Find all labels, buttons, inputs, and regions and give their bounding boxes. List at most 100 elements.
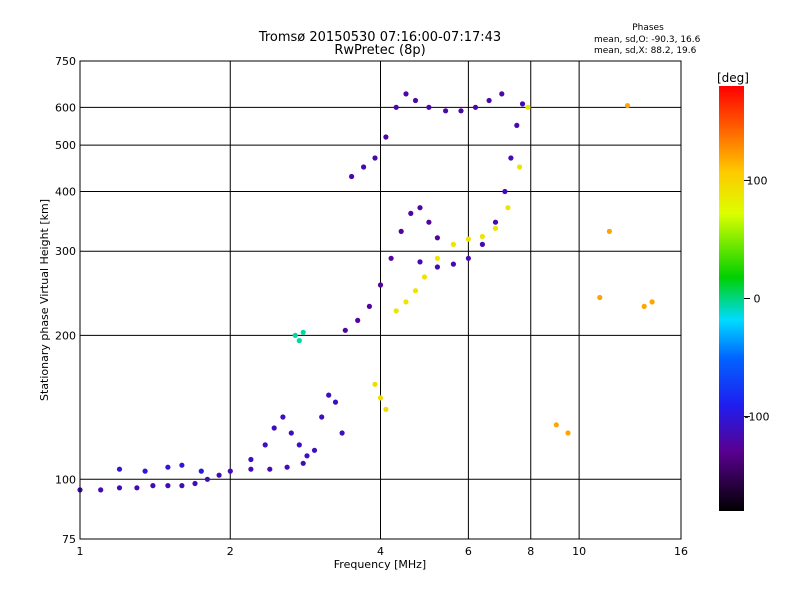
- data-point: [499, 91, 505, 97]
- y-axis-label: Stationary phase Virtual Height [km]: [38, 199, 51, 401]
- y-axis-ticks: 75 100 200 300 400 500 600 750: [55, 55, 76, 546]
- data-point: [597, 294, 603, 301]
- data-point: [216, 472, 222, 478]
- data-point: [505, 205, 511, 211]
- plot-frame: [79, 60, 682, 540]
- data-point: [465, 236, 471, 242]
- y-tick-label: 600: [55, 101, 76, 114]
- data-point: [377, 395, 384, 401]
- data-point: [393, 104, 399, 110]
- data-point: [288, 430, 294, 436]
- stats-o-mode: mean, sd,O: -90.3, 16.6: [594, 35, 701, 45]
- data-point: [98, 487, 104, 493]
- data-point: [339, 430, 345, 436]
- data-point: [116, 485, 123, 491]
- chart-subtitle: RwPretec (8p): [334, 43, 425, 58]
- y-tick-label: 300: [55, 245, 76, 258]
- data-point: [519, 101, 526, 107]
- data-point: [458, 108, 464, 114]
- data-point: [508, 155, 514, 161]
- data-point: [332, 399, 339, 405]
- data-point: [204, 476, 210, 482]
- data-point: [398, 228, 404, 234]
- data-point: [179, 483, 185, 489]
- data-point: [465, 255, 471, 261]
- data-point: [553, 422, 559, 428]
- data-point: [417, 205, 423, 211]
- data-point: [450, 241, 456, 247]
- data-point: [326, 392, 332, 398]
- data-point: [479, 241, 485, 247]
- grid-lines: [80, 61, 681, 539]
- y-tick-label: 750: [55, 55, 76, 68]
- data-point: [248, 466, 254, 472]
- x-tick-label: 16: [674, 545, 688, 558]
- series-e-layer-cusp: [248, 414, 310, 463]
- data-point: [525, 104, 531, 110]
- data-point: [649, 299, 655, 305]
- series-scattered-outliers: [553, 103, 655, 436]
- data-point: [412, 288, 419, 294]
- data-point: [472, 104, 479, 110]
- chart-title: Tromsø 20150530 07:16:00-07:17:43: [258, 30, 501, 45]
- data-point: [267, 466, 273, 472]
- data-point: [443, 108, 449, 114]
- series-x-mode-e-returns: [372, 381, 389, 412]
- data-point: [383, 406, 389, 412]
- series-e-region-spread: [311, 392, 345, 453]
- data-point: [366, 303, 372, 309]
- data-point: [606, 228, 613, 234]
- colorbar-tick-label: 0: [754, 293, 761, 306]
- data-point: [142, 468, 148, 474]
- data-point: [349, 173, 355, 180]
- x-tick-label: 1: [77, 545, 84, 558]
- x-tick-label: 2: [227, 545, 234, 558]
- stats-x-mode: mean, sd,X: 88.2, 19.6: [594, 46, 697, 56]
- x-tick-label: 8: [527, 545, 534, 558]
- data-point: [434, 235, 440, 241]
- x-tick-label: 6: [465, 545, 472, 558]
- data-point: [624, 103, 631, 109]
- data-point: [271, 425, 277, 431]
- data-point: [262, 442, 268, 448]
- series-ground-e-region-trace: [77, 460, 306, 493]
- x-tick-label: 10: [572, 545, 586, 558]
- data-point: [486, 97, 492, 104]
- data-point: [311, 447, 318, 453]
- data-point: [361, 164, 367, 170]
- colorbar-ticks: 100 0 -100: [744, 174, 769, 424]
- data-point: [296, 442, 302, 448]
- data-point: [426, 219, 432, 225]
- y-tick-label: 200: [55, 329, 76, 342]
- data-point: [248, 456, 254, 463]
- data-point: [179, 462, 185, 468]
- y-tick-label: 400: [55, 185, 76, 198]
- data-point: [372, 155, 378, 161]
- x-axis-ticks: 1 2 4 6 8 10 16: [77, 545, 689, 558]
- x-axis-label: Frequency [MHz]: [334, 558, 426, 571]
- data-point: [280, 414, 286, 420]
- data-point: [426, 104, 432, 110]
- data-point: [292, 332, 298, 338]
- data-point: [192, 480, 198, 487]
- data-point: [150, 483, 156, 489]
- data-point: [300, 329, 306, 335]
- y-tick-label: 100: [55, 473, 76, 486]
- series-high-multi-hop-trace: [349, 91, 505, 180]
- data-point: [342, 327, 348, 333]
- colorbar-tick-label: 100: [747, 174, 768, 187]
- series-f2-o-mode-trace: [417, 101, 526, 270]
- data-point: [377, 282, 384, 288]
- data-point: [304, 453, 310, 459]
- data-point: [165, 483, 171, 489]
- data-point: [319, 414, 325, 420]
- data-points: [77, 91, 655, 493]
- data-point: [284, 464, 290, 470]
- data-point: [408, 210, 414, 216]
- data-point: [388, 255, 394, 261]
- data-point: [514, 122, 520, 128]
- data-point: [479, 233, 485, 240]
- series-f1-o-mode-trace: [342, 205, 440, 333]
- data-point: [421, 274, 428, 280]
